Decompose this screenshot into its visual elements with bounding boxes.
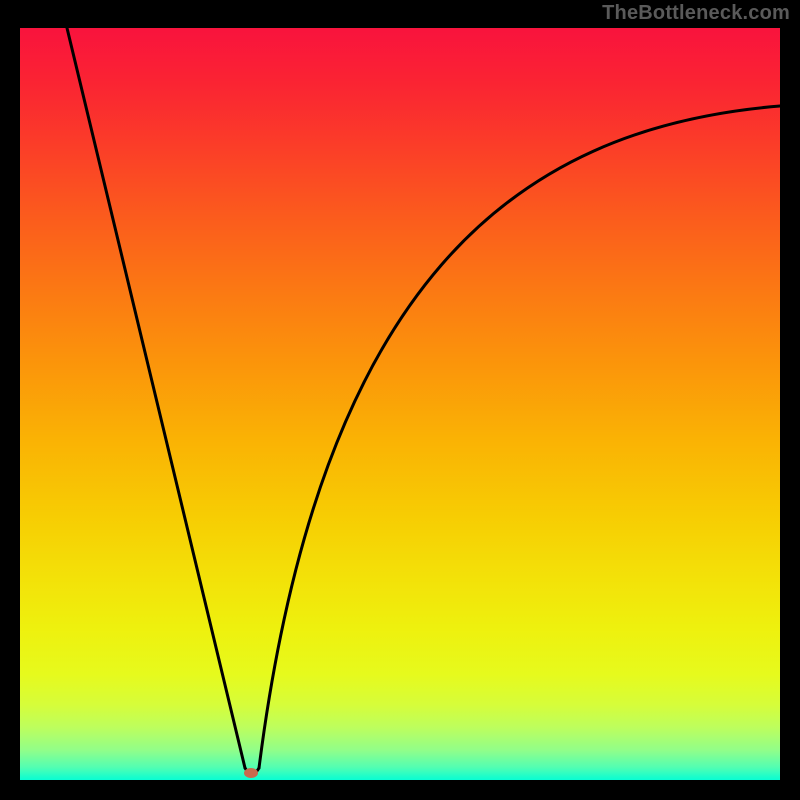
watermark-label: TheBottleneck.com [602, 2, 790, 25]
chart-stage: TheBottleneck.com [0, 0, 800, 800]
plot-area [20, 28, 780, 780]
minimum-marker [244, 768, 258, 778]
chart-svg [0, 0, 800, 800]
